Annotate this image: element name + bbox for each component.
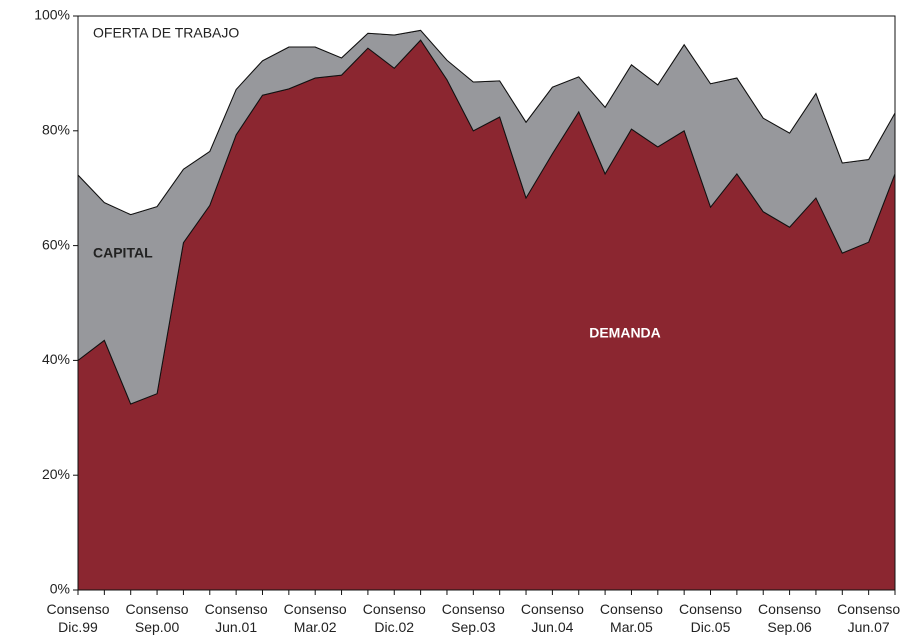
plot-frame xyxy=(77,15,896,591)
y-tick-label: 40% xyxy=(42,351,70,367)
x-tick-label: Consenso Dic.05 xyxy=(679,601,742,635)
y-tick-label: 60% xyxy=(42,236,70,252)
series-label: DEMANDA xyxy=(589,325,661,341)
x-tick-label: Consenso Sep.03 xyxy=(442,601,505,635)
series-label: OFERTA DE TRABAJO xyxy=(93,25,239,41)
x-tick-label: Consenso Mar.05 xyxy=(600,601,663,635)
y-tick-label: 20% xyxy=(42,466,70,482)
x-tick-label: Consenso Dic.99 xyxy=(46,601,109,635)
x-tick-label: Consenso Sep.06 xyxy=(758,601,821,635)
x-tick-label: Consenso Sep.00 xyxy=(126,601,189,635)
series-label: CAPITAL xyxy=(93,245,153,261)
y-tick-label: 0% xyxy=(50,581,70,597)
x-tick-label: Consenso Jun.07 xyxy=(837,601,900,635)
x-tick-label: Consenso Mar.02 xyxy=(284,601,347,635)
x-tick-label: Consenso Dic.02 xyxy=(363,601,426,635)
y-tick-label: 100% xyxy=(34,7,70,23)
x-tick-label: Consenso Jun.04 xyxy=(521,601,584,635)
y-tick-label: 80% xyxy=(42,122,70,138)
x-tick-label: Consenso Jun.01 xyxy=(205,601,268,635)
